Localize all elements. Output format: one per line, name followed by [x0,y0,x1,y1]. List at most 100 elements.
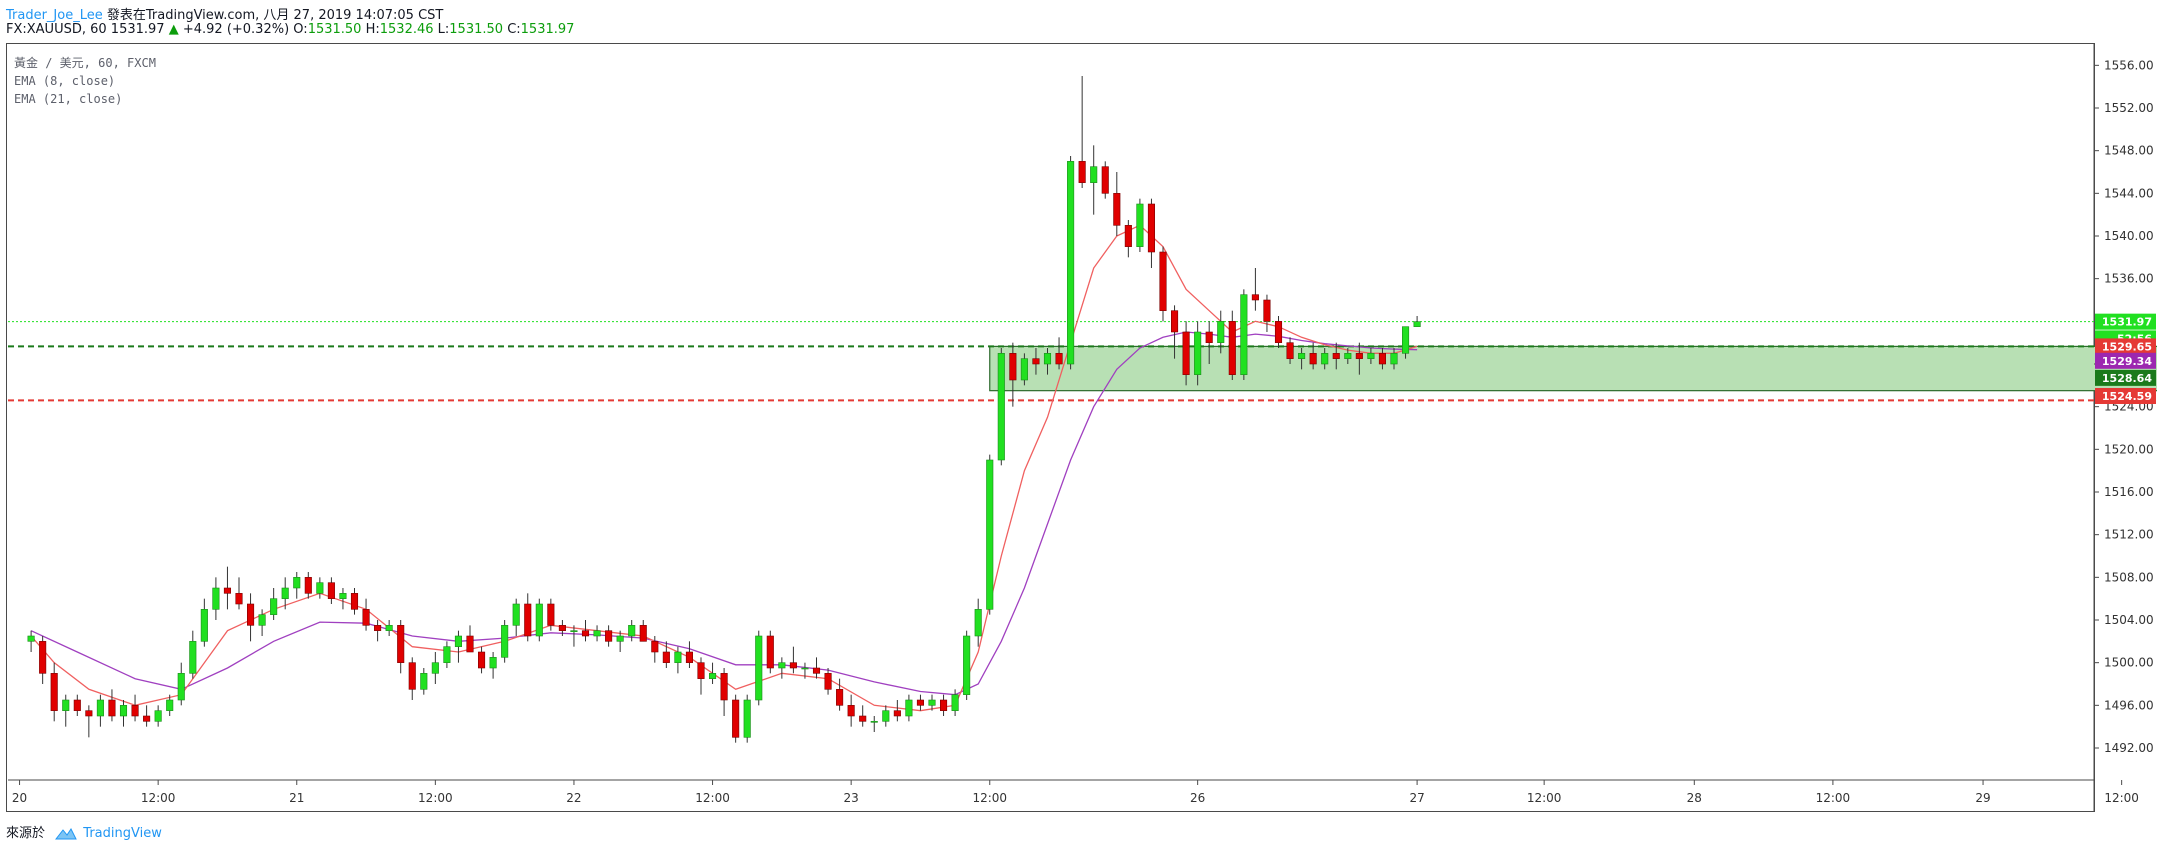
candle-body [616,635,624,642]
candle-body [1136,203,1144,247]
candle-body [1367,353,1375,359]
candle-body [235,593,243,605]
candle-body [847,705,855,717]
legend-symbol[interactable]: 黃金 / 美元, 60, FXCM [14,56,156,70]
candle-body [62,699,70,711]
candle-body [558,625,566,631]
candle-body [200,609,208,642]
support-zone-rect [989,345,2157,392]
candle-body [316,582,324,594]
candle-body [639,625,647,642]
candle-body [466,635,474,653]
tradingview-logo-icon [55,827,77,839]
candle-body [916,699,925,706]
candle-body [1159,251,1167,311]
x-tick-label: 22 [566,791,581,805]
legend-ema-slow[interactable]: EMA (21, close) [14,92,123,106]
x-tick-label: 27 [1409,791,1424,805]
high-value: 1532.46 [379,22,434,37]
candle-body [628,625,636,637]
candle-body [1298,353,1306,359]
candle-body [720,673,728,701]
candle-body [39,641,47,674]
candle-body [581,630,590,637]
x-tick-label: 12:00 [695,791,730,805]
tradingview-brand-link[interactable]: TradingView [83,826,162,841]
candle-body [443,646,451,663]
x-tick-label: 12:00 [2104,791,2139,805]
price-axis-badge-label: 1524.59 [2102,390,2152,403]
x-tick-label: 12:00 [418,791,453,805]
y-tick-label: 1496.00 [2104,698,2154,712]
candle-body [524,603,532,637]
candle-body [1321,353,1329,365]
candle-body [893,710,901,717]
candle-body [223,587,231,594]
candle-body [882,710,890,722]
price-axis-badge [2095,369,2156,386]
candle-body [651,641,659,653]
chart-legend: 黃金 / 美元, 60, FXCM EMA (8, close) EMA (21… [14,54,156,108]
candle-body [1043,353,1052,365]
candle-body [1286,342,1294,359]
candle-body [501,625,509,658]
candle-body [766,635,774,669]
open-label: O: [293,22,308,37]
candle-body [1032,358,1040,365]
y-tick-label: 1556.00 [2104,58,2154,72]
candle-body [685,651,694,663]
candle-body [96,699,104,717]
candle-body [1217,321,1225,343]
candle-body [454,635,463,647]
candle-body [189,641,197,674]
x-tick-label: 12:00 [1816,791,1851,805]
candle-body [143,715,151,722]
candle-body [1171,310,1179,333]
price-axis-badge [2095,352,2156,369]
y-tick-label: 1520.00 [2104,442,2154,456]
candle-body [1355,353,1363,359]
x-tick-label: 23 [844,791,859,805]
candle-body [1332,353,1340,359]
candle-body [1390,353,1398,365]
candle-body [1274,321,1283,343]
candle-body [928,699,936,706]
candle-body [812,667,821,674]
candle-body [547,603,555,626]
candle-body [836,689,844,706]
candle-body [258,614,266,626]
candle-body [1413,321,1421,327]
candle-body [1101,166,1109,194]
legend-ema-fast[interactable]: EMA (8, close) [14,74,116,88]
candle-body [281,587,289,599]
y-tick-label: 1500.00 [2104,656,2154,670]
high-label: H: [365,22,380,37]
candle-body [1251,294,1259,301]
price-axis-badge [2095,388,2156,404]
candle-body [974,609,982,637]
candle-body [397,625,405,663]
candle-body [732,699,740,738]
x-tick-label: 12:00 [1527,791,1562,805]
x-tick-label: 28 [1687,791,1702,805]
candle-body [870,721,878,723]
price-axis-badge [2095,338,2156,355]
candle-body [50,673,58,711]
candle-body [1067,161,1075,365]
candle-body [997,353,1005,461]
candle-body [1205,331,1213,343]
candle-body [1240,294,1248,375]
y-tick-label: 1548.00 [2104,144,2154,158]
candle-body [512,603,520,626]
x-tick-label: 21 [289,791,304,805]
low-value: 1531.50 [449,22,504,37]
author-link[interactable]: Trader_Joe_Lee [6,8,103,23]
candle-body [1009,353,1017,381]
candle-body [662,651,670,663]
candle-body [154,710,162,722]
price-axis-badge-label: 1531.97 [2102,316,2152,329]
candle-body [131,705,139,717]
candle-body [1182,331,1190,375]
publish-datetime: 八月 27, 2019 14:07:05 CST [263,8,444,23]
